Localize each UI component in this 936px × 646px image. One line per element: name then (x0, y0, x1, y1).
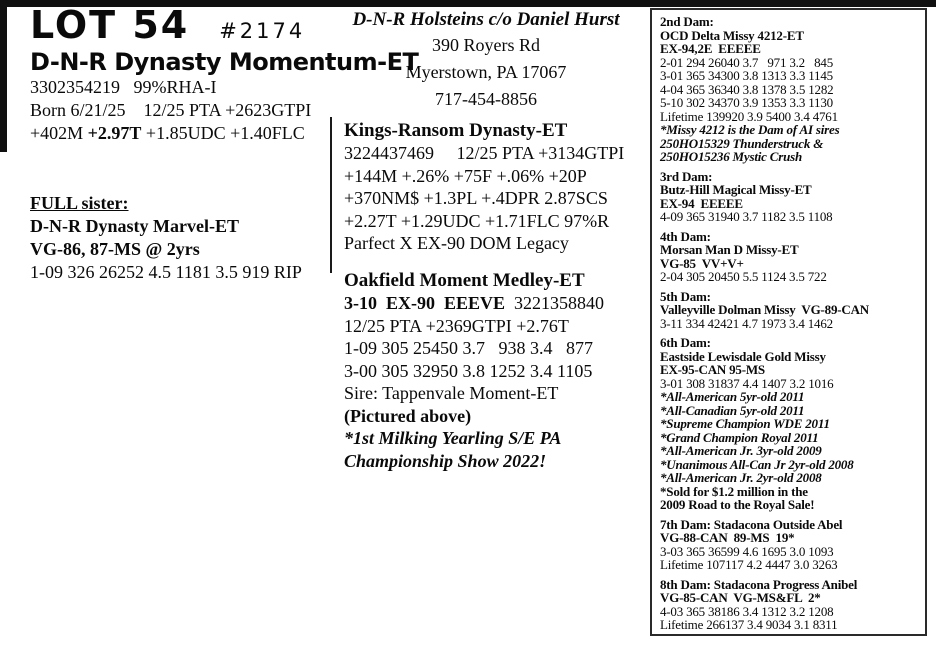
pedigree-section: 3rd Dam: Butz-Hill Magical Missy-ET EX-94 … (660, 168, 917, 224)
dam-score: 3-10 EX-90 EEEVE (344, 293, 506, 313)
pedigree-line: VG-85-CAN VG-MS&FL 2* (660, 590, 821, 605)
pedigree-section: 6th Dam: Eastside Lewisdale Gold Missy EX-… (660, 336, 917, 512)
pedigree-line: 6th Dam: (660, 335, 711, 350)
pta-type-bold: +2.97T (87, 123, 142, 143)
pedigree-section: 7th Dam: Stadacona Outside Abel VG-88-CAN… (660, 516, 917, 572)
pedigree-section: 8th Dam: Stadacona Progress Anibel VG-85-… (660, 576, 917, 632)
pedigree-line: 5-10 302 34370 3.9 1353 3.3 1130 (660, 95, 833, 110)
dam-score-line: 3-10 EX-90 EEEVE 3221358840 (344, 292, 644, 315)
pta-pre: +402M (30, 123, 88, 143)
pedigree-line: 3-11 334 42421 4.7 1973 3.4 1462 (660, 315, 833, 331)
pedigree-line: *Supreme Champion WDE 2011 (660, 416, 830, 431)
pedigree-line: 3-01 365 34300 3.8 1313 3.3 1145 (660, 68, 833, 83)
born-pta-line: Born 6/21/25 12/25 PTA +2623GTPI (30, 100, 312, 120)
sire-name: Kings-Ransom Dynasty-ET (344, 120, 568, 141)
dam-show-note-2: Championship Show 2022! (344, 450, 547, 471)
pedigree-line: OCD Delta Missy 4212-ET (660, 27, 804, 43)
pedigree-line: EX-94 EEEEE (660, 195, 743, 211)
pedigree-line: 5th Dam: (660, 288, 711, 304)
consignor-address-city: Myerstown, PA 17067 (405, 62, 567, 82)
consignor-block: D-N-R Holsteins c/o Daniel Hurst 390 Roy… (336, 8, 636, 113)
pedigree-line: 2nd Dam: (660, 14, 714, 29)
full-sister-record: 1-09 326 26252 4.5 1181 3.5 919 RIP (30, 262, 302, 282)
pedigree-line: *Sold for $1.2 million in the (660, 483, 808, 499)
dam-line: 12/25 PTA +2369GTPI +2.76T (344, 315, 569, 336)
pedigree-line: 4-04 365 36340 3.8 1378 3.5 1282 (660, 81, 834, 97)
pedigree-line: 4-03 365 38186 3.4 1312 3.2 1208 (660, 603, 834, 619)
pedigree-line: *All-American 5yr-old 2011 (660, 389, 805, 404)
pedigree-line: Lifetime 266137 3.4 9034 3.1 8311 (660, 617, 838, 632)
dam-lines: 12/25 PTA +2369GTPI +2.76T 1-09 305 25450… (344, 315, 644, 405)
pedigree-line: VG-88-CAN 89-MS 19* (660, 530, 795, 545)
dam-show-note-1: *1st Milking Yearling S/E PA (344, 428, 562, 448)
pedigree-line: 4-09 365 31940 3.7 1182 3.5 1108 (660, 209, 833, 224)
lot-row: LOT 54 #2174 (30, 4, 335, 46)
pedigree-line: 3rd Dam: (660, 168, 713, 184)
consignor-name: D-N-R Holsteins c/o Daniel Hurst (352, 9, 620, 30)
sire-line: Parfect X EX-90 DOM Legacy (344, 233, 569, 253)
consignor-phone: 717-454-8856 (435, 89, 537, 109)
pedigree-line: 2-04 305 20450 5.5 1124 3.5 722 (660, 269, 827, 284)
full-sister-name: D-N-R Dynasty Marvel-ET (30, 216, 239, 236)
pedigree-line: Lifetime 107117 4.2 4447 3.0 3263 (660, 557, 838, 572)
pedigree-line: 250HO15329 Thunderstruck & (660, 135, 824, 151)
dam-line: Sire: Tappenvale Moment-ET (344, 383, 559, 403)
pedigree-line: *All-Canadian 5yr-old 2011 (660, 402, 805, 418)
pedigree-section: 5th Dam: Valleyville Dolman Missy VG-89-C… (660, 288, 917, 331)
pedigree-line: 250HO15236 Mystic Crush (660, 149, 803, 164)
pedigree-line: *Missy 4212 is the Dam of AI sires (660, 122, 840, 137)
pedigree-line: *Grand Champion Royal 2011 (660, 429, 819, 445)
pedigree-line: 2009 Road to the Royal Sale! (660, 497, 815, 512)
lot-number: LOT 54 (30, 3, 190, 47)
pedigree-line: 3-01 308 31837 4.4 1407 3.2 1016 (660, 375, 834, 391)
pta-detail-line: +402M +2.97T +1.85UDC +1.40FLC (30, 122, 335, 145)
pedigree-line: Eastside Lewisdale Gold Missy (660, 348, 826, 364)
dam-registration: 3221358840 (505, 293, 605, 313)
dam-block: Oakfield Moment Medley-ET 3-10 EX-90 EEE… (344, 269, 644, 472)
pedigree-line: 2-01 294 26040 3.7 971 3.2 845 (660, 54, 834, 70)
extended-pedigree-box: 2nd Dam: OCD Delta Missy 4212-ET EX-94,2E … (650, 8, 927, 636)
pedigree-line: Valleyville Dolman Missy VG-89-CAN (660, 302, 869, 317)
registration-line: 3302354219 99%RHA-I (30, 77, 217, 97)
sire-line: 3224437469 12/25 PTA +3134GTPI (344, 143, 625, 163)
pedigree-line: Butz-Hill Magical Missy-ET (660, 182, 812, 197)
pta-post: +1.85UDC +1.40FLC (141, 123, 305, 143)
sire-line: +370NM$ +1.3PL +.4DPR 2.87SCS (344, 188, 608, 208)
pedigree-section: 2nd Dam: OCD Delta Missy 4212-ET EX-94,2E … (660, 15, 917, 164)
sire-block: Kings-Ransom Dynasty-ET 3224437469 12/25… (344, 119, 644, 255)
sire-line: +2.27T +1.29UDC +1.71FLC 97%R (344, 210, 610, 231)
consignor-address-street: 390 Royers Rd (432, 35, 540, 55)
dam-pictured-note: (Pictured above) (344, 405, 472, 426)
pedigree-line: Morsan Man D Missy-ET (660, 242, 799, 257)
animal-name: D-N-R Dynasty Momentum-ET (30, 48, 419, 76)
pedigree-section: 4th Dam: Morsan Man D Missy-ET VG-85 VV+V+… (660, 228, 917, 284)
lot-header: LOT 54 #2174 D-N-R Dynasty Momentum-ET 3… (30, 4, 419, 145)
pedigree-line: VG-85 VV+V+ (660, 255, 744, 271)
page-edge-top (0, 0, 936, 7)
dam-line: 3-00 305 32950 3.8 1252 3.4 1105 (344, 360, 593, 381)
pedigree-line: 7th Dam: Stadacona Outside Abel (660, 516, 843, 532)
full-sister-block: FULL sister: D-N-R Dynasty Marvel-ET VG-… (30, 192, 340, 284)
page-edge-left (0, 0, 7, 152)
dam-name: Oakfield Moment Medley-ET (344, 270, 585, 291)
pedigree-line: 3-03 365 36599 4.6 1695 3.0 1093 (660, 543, 834, 559)
sire-line: +144M +.26% +75F +.06% +20P (344, 165, 587, 186)
pedigree-line: *Unanimous All-Can Jr 2yr-old 2008 (660, 456, 854, 472)
pedigree-line: EX-95-CAN 95-MS (660, 362, 765, 377)
pedigree-line: *All-American Jr. 2yr-old 2008 (660, 470, 822, 485)
pedigree-line: Lifetime 139920 3.9 5400 3.4 4761 (660, 108, 838, 124)
dam-line: 1-09 305 25450 3.7 938 3.4 877 (344, 338, 593, 358)
full-sister-heading: FULL sister: (30, 193, 129, 213)
sire-lines: 3224437469 12/25 PTA +3134GTPI +144M +.26… (344, 142, 644, 255)
full-sister-score: VG-86, 87-MS @ 2yrs (30, 239, 200, 259)
pedigree-line: EX-94,2E EEEEE (660, 41, 761, 56)
pedigree-line: *All-American Jr. 3yr-old 2009 (660, 443, 822, 458)
pedigree-bracket-line (330, 117, 332, 273)
tag-number: #2174 (219, 19, 306, 43)
pedigree-line: 8th Dam: Stadacona Progress Anibel (660, 576, 858, 592)
pedigree-line: 4th Dam: (660, 228, 711, 244)
